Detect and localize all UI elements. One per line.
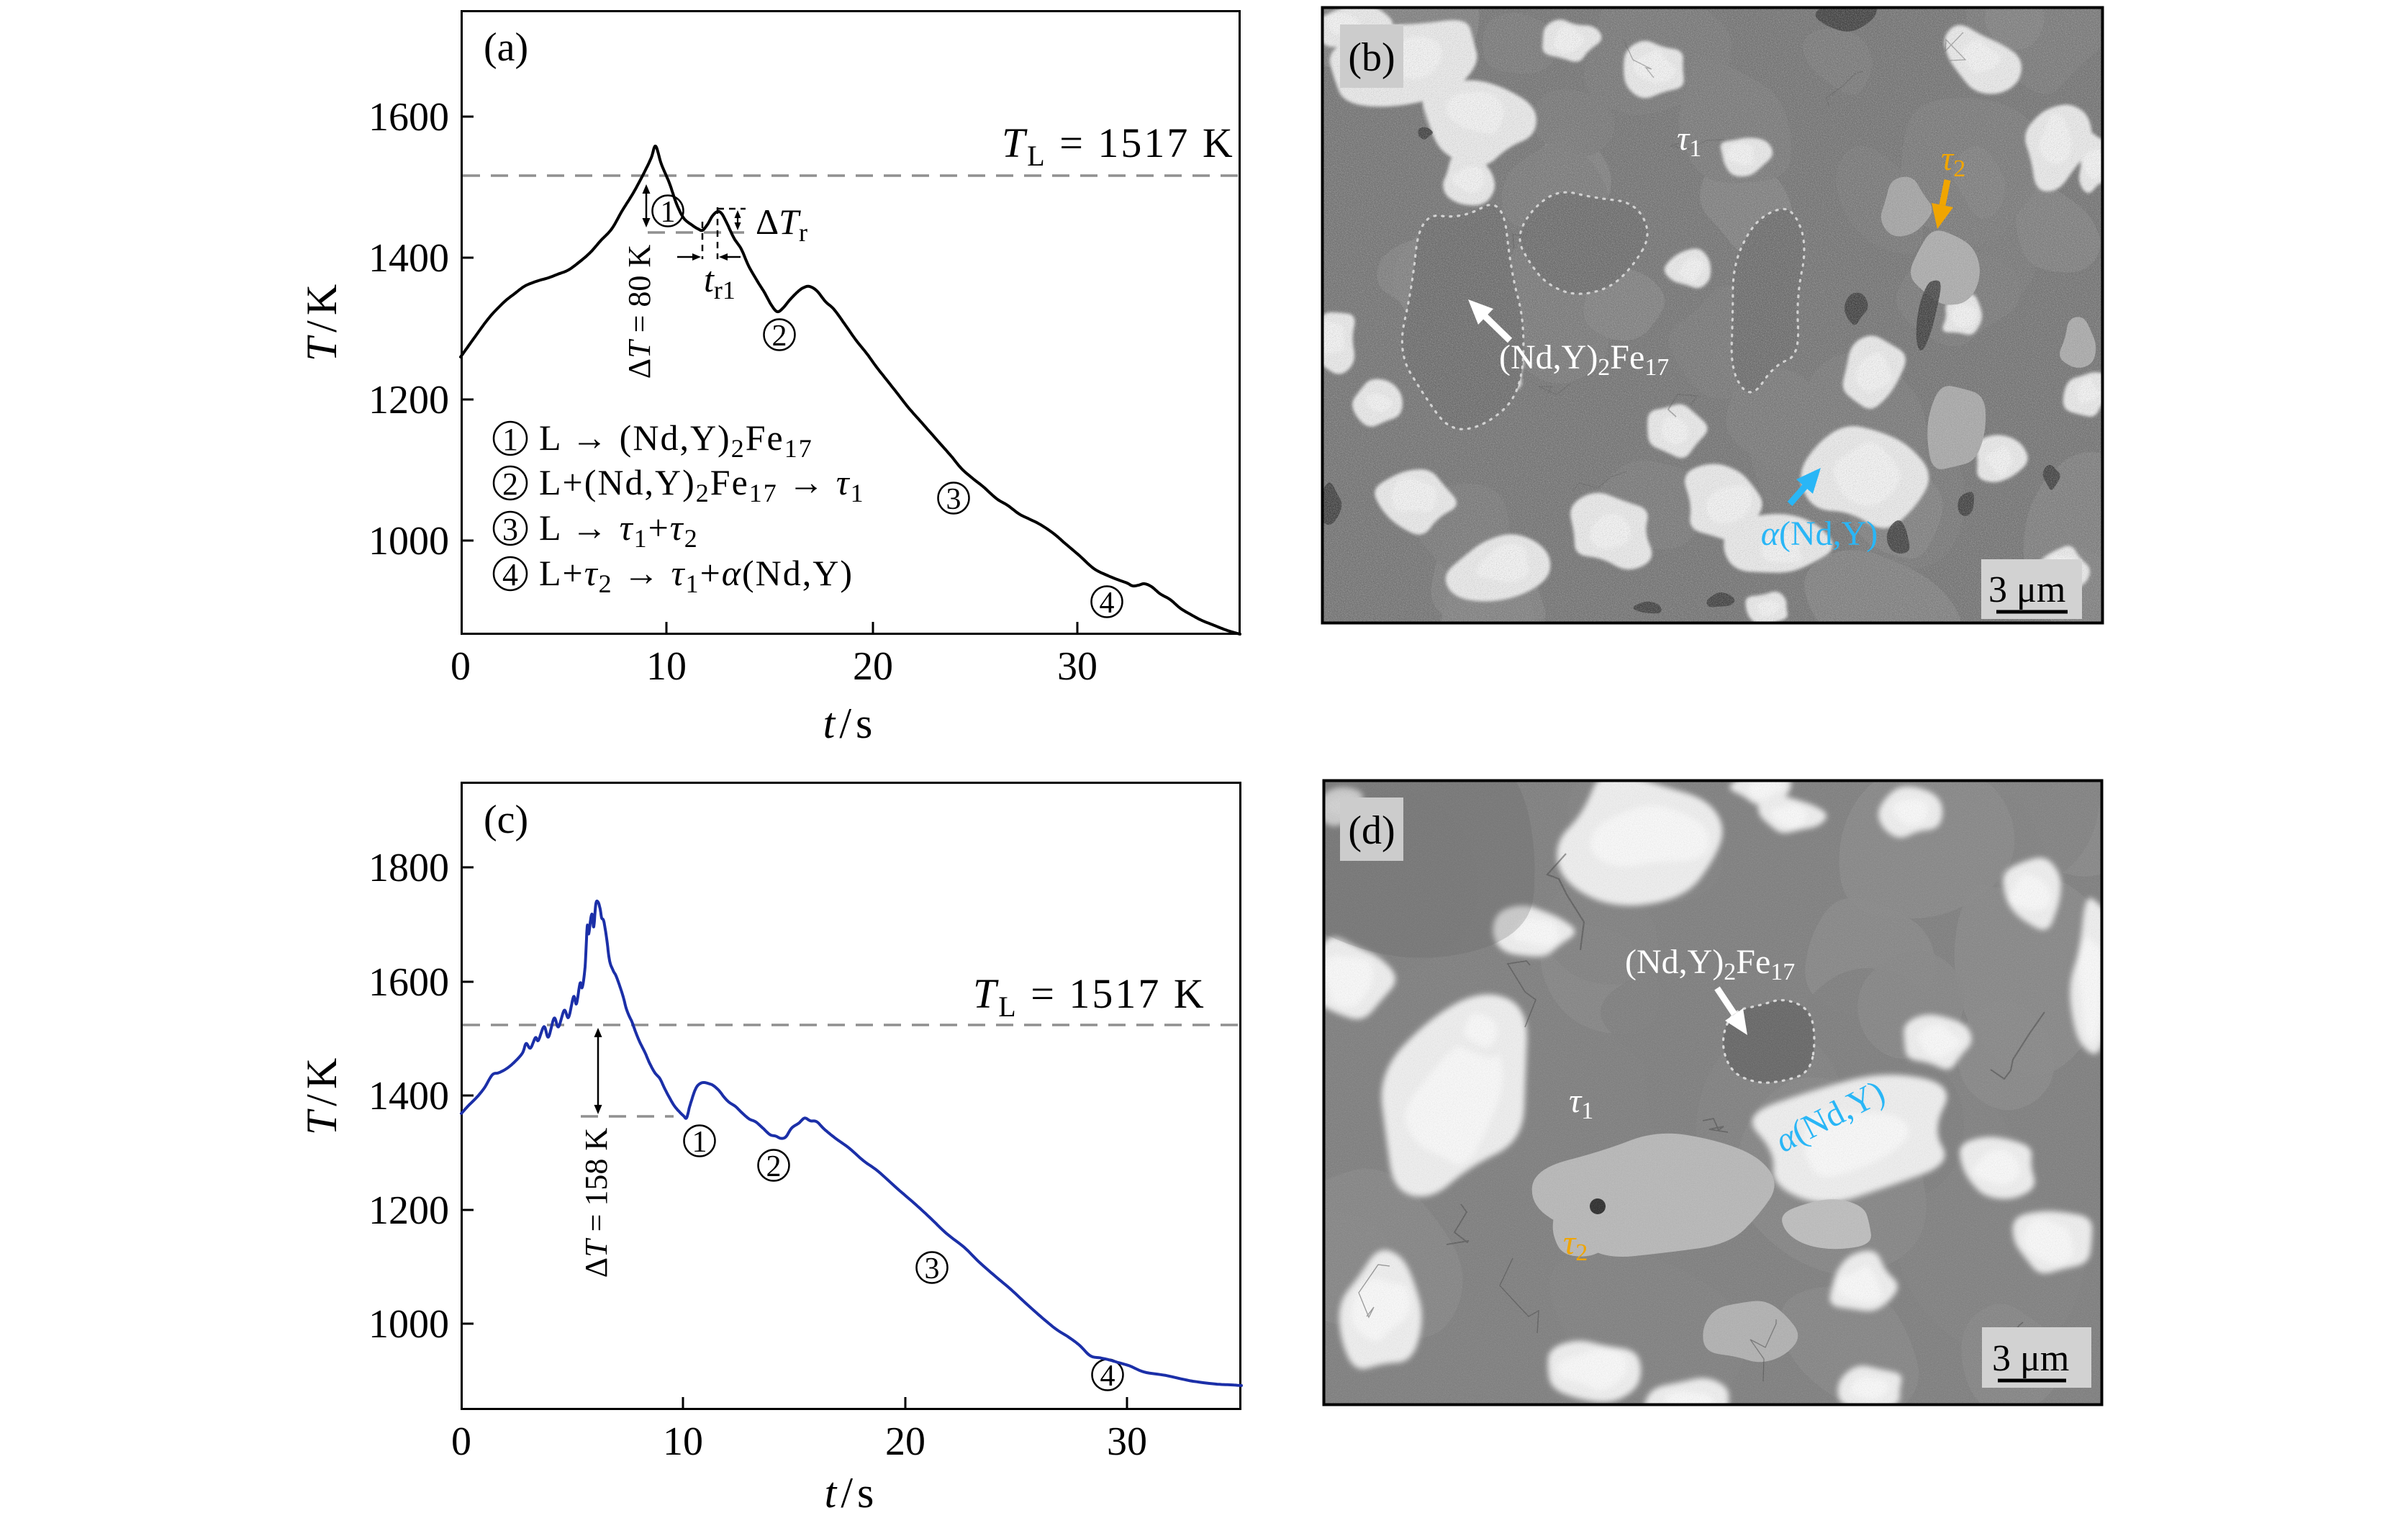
svg-text:ΔT = 80 K: ΔT = 80 K (622, 245, 657, 379)
svg-text:4: 4 (1100, 587, 1115, 620)
svg-text:3 μm: 3 μm (1988, 569, 2065, 610)
svg-text:2: 2 (772, 320, 787, 353)
svg-text:0: 0 (451, 1419, 471, 1464)
svg-text:1200: 1200 (368, 1188, 449, 1233)
svg-text:1: 1 (692, 1126, 707, 1159)
svg-text:1400: 1400 (368, 236, 449, 281)
svg-text:3 μm: 3 μm (1992, 1338, 2069, 1379)
svg-text:30: 30 (1107, 1419, 1147, 1464)
svg-text:t/s: t/s (825, 1469, 879, 1517)
svg-text:1200: 1200 (368, 378, 449, 423)
svg-text:1000: 1000 (368, 1302, 449, 1347)
svg-text:1: 1 (661, 196, 676, 229)
svg-text:4: 4 (502, 557, 518, 592)
svg-text:1000: 1000 (368, 519, 449, 564)
svg-text:20: 20 (853, 644, 893, 689)
svg-text:(Nd,Y)2Fe17: (Nd,Y)2Fe17 (1625, 943, 1795, 985)
svg-text:1400: 1400 (368, 1074, 449, 1119)
svg-text:T/K: T/K (298, 1053, 345, 1135)
svg-text:2: 2 (766, 1150, 782, 1183)
svg-text:3: 3 (925, 1252, 940, 1286)
svg-text:tr1: tr1 (704, 259, 735, 304)
svg-text:(a): (a) (484, 25, 528, 70)
svg-text:0: 0 (451, 644, 471, 689)
svg-text:(c): (c) (484, 798, 528, 842)
svg-text:2: 2 (502, 466, 518, 502)
svg-text:TL = 1517 K: TL = 1517 K (1002, 119, 1235, 172)
svg-text:1800: 1800 (368, 846, 449, 890)
svg-text:30: 30 (1057, 644, 1097, 689)
svg-text:3: 3 (946, 483, 961, 516)
svg-text:4: 4 (1100, 1360, 1115, 1393)
svg-text:20: 20 (885, 1419, 925, 1464)
svg-text:t/s: t/s (823, 700, 877, 747)
svg-text:T/K: T/K (298, 279, 345, 361)
svg-text:1600: 1600 (368, 960, 449, 1005)
svg-text:α(Nd,Y): α(Nd,Y) (1761, 515, 1878, 553)
svg-text:(b): (b) (1348, 35, 1395, 80)
svg-text:L → τ1+τ2: L → τ1+τ2 (539, 507, 699, 553)
svg-text:10: 10 (663, 1419, 703, 1464)
svg-text:3: 3 (502, 512, 518, 547)
svg-text:(Nd,Y)2Fe17: (Nd,Y)2Fe17 (1499, 338, 1669, 381)
svg-text:10: 10 (646, 644, 687, 689)
svg-text:L → (Nd,Y)2Fe17: L → (Nd,Y)2Fe17 (539, 417, 813, 463)
svg-text:ΔT = 158 K: ΔT = 158 K (579, 1128, 614, 1278)
svg-text:TL = 1517 K: TL = 1517 K (973, 970, 1206, 1023)
svg-text:1: 1 (502, 422, 518, 457)
svg-text:(d): (d) (1348, 808, 1395, 853)
svg-text:1600: 1600 (368, 95, 449, 140)
